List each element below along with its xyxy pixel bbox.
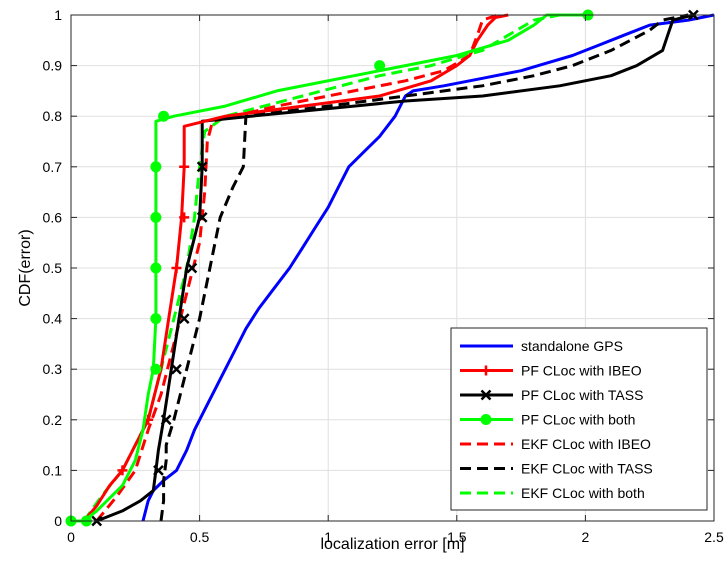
y-tick-label: 0.7 xyxy=(43,159,63,175)
x-tick-label: 2 xyxy=(582,529,590,545)
y-tick-label: 0.1 xyxy=(43,462,63,478)
x-tick-label: 0 xyxy=(67,529,75,545)
x-tick-label: 1 xyxy=(324,529,332,545)
x-marker xyxy=(160,414,172,426)
y-tick-label: 0.4 xyxy=(43,311,63,327)
y-axis-label: CDF(error) xyxy=(17,229,34,306)
legend-item: standalone GPS xyxy=(460,338,623,354)
x-marker xyxy=(153,465,164,476)
y-tick-label: 1 xyxy=(54,7,62,23)
legend-label: EKF CLoc with both xyxy=(521,485,645,501)
series-line xyxy=(141,13,715,522)
plus-marker xyxy=(481,365,491,376)
circle-marker xyxy=(150,211,162,223)
series-line xyxy=(159,13,689,522)
axis-ticks: 0 0.5 1 1.5 2 2.5 0 0.1 0.2 0.3 0.4 0.5 0.6 0.7 0.8 0.9… xyxy=(43,7,724,545)
plus-marker xyxy=(117,465,128,476)
series-layer xyxy=(65,9,715,527)
x-marker xyxy=(178,313,190,324)
series-line xyxy=(82,13,509,522)
x-tick-label: 1.5 xyxy=(447,529,467,545)
legend-item: PF CLoc with TASS xyxy=(460,387,643,403)
circle-marker xyxy=(158,110,170,122)
legend-label: PF CLoc with both xyxy=(521,412,635,428)
legend-item: EKF CLoc with IBEO xyxy=(460,436,651,452)
x-tick-label: 0.5 xyxy=(190,529,210,545)
legend-item: EKF CLoc with both xyxy=(460,485,645,501)
x-tick-label: 2.5 xyxy=(704,529,724,545)
y-tick-label: 0.8 xyxy=(43,108,63,124)
legend-label: EKF CLoc with IBEO xyxy=(521,436,651,452)
x-marker xyxy=(196,212,208,223)
legend-label: PF CLoc with IBEO xyxy=(521,363,642,379)
legend: standalone GPS PF CLoc with IBEO PF CLoc w… xyxy=(450,327,708,511)
y-tick-label: 0.2 xyxy=(43,412,63,428)
x-marker xyxy=(186,262,198,274)
x-marker xyxy=(196,161,208,173)
circle-marker xyxy=(150,262,162,274)
circle-marker xyxy=(150,363,162,375)
legend-label: PF CLoc with TASS xyxy=(521,387,643,403)
circle-marker xyxy=(150,313,162,325)
plus-marker xyxy=(171,263,182,273)
circle-marker xyxy=(480,414,492,425)
circle-marker xyxy=(374,60,386,72)
legend-item: PF CLoc with both xyxy=(460,412,635,428)
y-tick-label: 0.3 xyxy=(43,361,63,377)
y-tick-label: 0.9 xyxy=(43,58,63,74)
y-tick-label: 0.5 xyxy=(43,260,63,276)
x-axis-label: localization error [m] xyxy=(320,536,464,553)
series-pf-cloc-with-tass xyxy=(91,9,699,527)
x-marker xyxy=(171,363,182,375)
y-tick-label: 0 xyxy=(54,513,62,529)
series-line xyxy=(71,13,588,523)
legend-label: EKF CLoc with TASS xyxy=(521,461,653,477)
x-marker xyxy=(480,389,492,401)
y-tick-label: 0.6 xyxy=(43,209,63,225)
circle-marker xyxy=(150,161,162,173)
legend-item: EKF CLoc with TASS xyxy=(460,461,653,477)
series-standalone-gps xyxy=(141,13,715,522)
legend-item: PF CLoc with IBEO xyxy=(460,363,642,379)
series-ekf-cloc-with-tass xyxy=(159,13,689,522)
plus-marker xyxy=(179,212,190,223)
legend-label: standalone GPS xyxy=(521,338,623,354)
plus-marker xyxy=(179,161,190,172)
